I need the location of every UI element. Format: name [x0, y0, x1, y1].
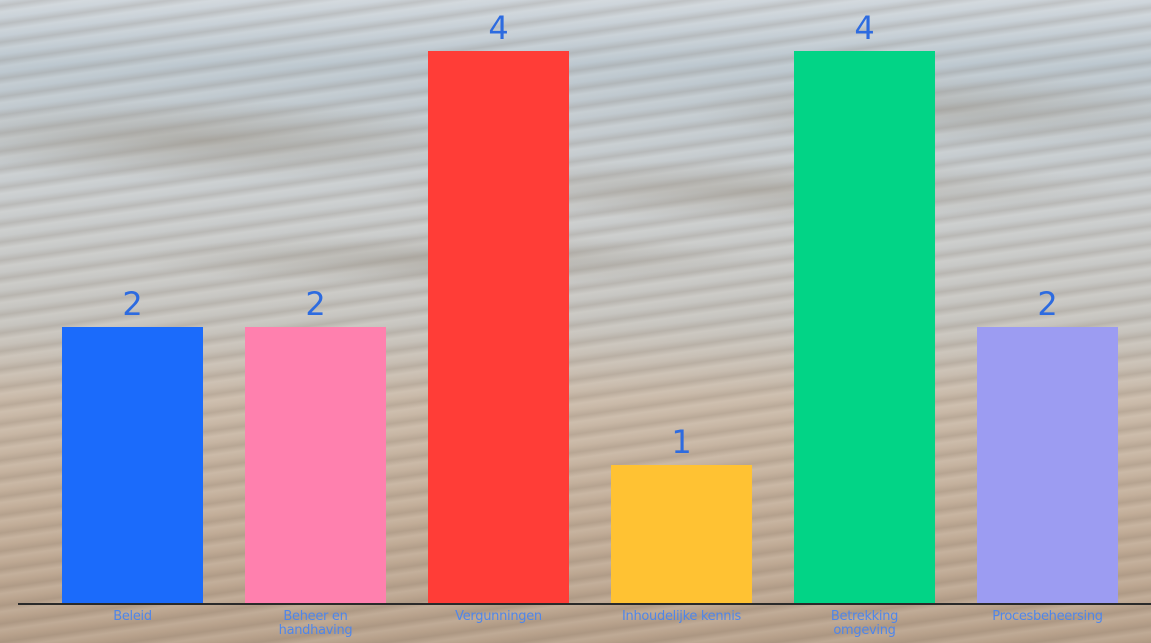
value-label: 4: [854, 9, 874, 47]
value-label: 2: [1037, 285, 1057, 323]
category-label: Inhoudelijke kennis: [621, 609, 741, 624]
bar: [794, 51, 935, 603]
category-label: Vergunningen: [455, 609, 542, 624]
category-label: Procesbeheersing: [992, 609, 1103, 624]
value-label: 1: [671, 423, 691, 461]
bar: [245, 327, 386, 603]
value-label: 2: [122, 285, 142, 323]
category-label: Beheer en handhaving: [278, 609, 353, 638]
bar: [62, 327, 203, 603]
category-label: Betrekking omgeving: [830, 609, 899, 638]
bar: [428, 51, 569, 603]
value-label: 4: [488, 9, 508, 47]
category-label: Beleid: [113, 609, 152, 624]
bar: [977, 327, 1118, 603]
value-label: 2: [305, 285, 325, 323]
bar: [611, 465, 752, 603]
